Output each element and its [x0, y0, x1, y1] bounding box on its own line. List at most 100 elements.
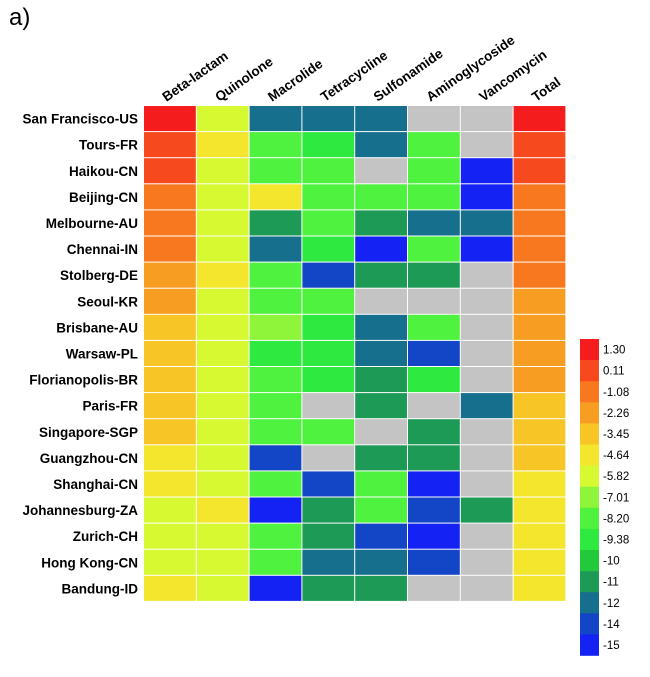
heatmap-cell-florianopolis-br-quinolone	[196, 367, 249, 393]
heatmap-cell-seoul-kr-sulfonamide	[355, 288, 407, 314]
legend-tick-label-13: -14	[603, 619, 620, 631]
row-labels: San Francisco-US Tours-FR Haikou-CN Beijing…	[22, 112, 138, 597]
heatmap-cell-hong-kong-cn-total	[513, 549, 566, 575]
legend-swatch-4	[580, 423, 599, 445]
legend-swatch-9	[580, 528, 599, 551]
heatmap-cell-singapore-sgp-aminoglycoside	[408, 419, 460, 445]
legend-tick-label-0: 1.30	[603, 345, 625, 357]
heatmap-cell-guangzhou-cn-vancomycin	[460, 445, 513, 471]
legend-swatch-12	[580, 592, 599, 614]
heatmap-cell-melbourne-au-quinolone	[196, 210, 249, 236]
heatmap-cell-seoul-kr-total	[513, 288, 566, 314]
heatmap-cell-tours-fr-tetracycline	[302, 132, 355, 158]
heatmap-cell-beijing-cn-vancomycin	[460, 184, 513, 210]
heatmap-cell-chennai-in-beta-lactam	[144, 236, 196, 262]
heatmap-cell-zurich-ch-quinolone	[196, 523, 249, 549]
heatmap-cell-paris-fr-total	[513, 393, 566, 419]
heatmap-cell-chennai-in-total	[513, 236, 566, 262]
heatmap-cell-johannesburg-za-sulfonamide	[355, 497, 407, 523]
heatmap-cell-zurich-ch-aminoglycoside	[408, 523, 460, 549]
heatmap-cell-johannesburg-za-aminoglycoside	[408, 497, 460, 523]
heatmap-cell-paris-fr-aminoglycoside	[408, 393, 460, 419]
heatmap-cell-johannesburg-za-tetracycline	[302, 497, 355, 523]
heatmap-cell-chennai-in-aminoglycoside	[408, 236, 460, 262]
column-label-aminoglycoside: Aminoglycoside	[424, 32, 518, 104]
heatmap-cell-florianopolis-br-total	[513, 367, 566, 393]
heatmap-cell-melbourne-au-beta-lactam	[144, 210, 196, 236]
heatmap-cell-san-francisco-us-tetracycline	[302, 106, 355, 132]
heatmap-cell-haikou-cn-quinolone	[196, 158, 249, 184]
heatmap-cell-brisbane-au-beta-lactam	[144, 314, 196, 340]
row-label-hong-kong-cn: Hong Kong-CN	[41, 555, 138, 570]
heatmap-cell-san-francisco-us-total	[513, 106, 566, 132]
heatmap-cell-singapore-sgp-total	[513, 419, 566, 445]
row-label-melbourne-au: Melbourne-AU	[46, 216, 138, 231]
heatmap-cell-tours-fr-beta-lactam	[144, 132, 196, 158]
heatmap-cell-stolberg-de-quinolone	[196, 262, 249, 288]
legend-swatch-7	[580, 486, 599, 509]
heatmap-cell-shanghai-cn-aminoglycoside	[408, 471, 460, 497]
heatmap-cell-zurich-ch-beta-lactam	[144, 523, 196, 549]
heatmap-cell-seoul-kr-quinolone	[196, 288, 249, 314]
heatmap-cell-beijing-cn-quinolone	[196, 184, 249, 210]
heatmap-cell-florianopolis-br-macrolide	[249, 367, 302, 393]
heatmap-cell-melbourne-au-tetracycline	[302, 210, 355, 236]
heatmap-cell-guangzhou-cn-beta-lactam	[144, 445, 196, 471]
heatmap-cell-florianopolis-br-tetracycline	[302, 367, 355, 393]
heatmap-cell-bandung-id-vancomycin	[460, 575, 513, 601]
heatmap-cell-hong-kong-cn-sulfonamide	[355, 549, 407, 575]
row-label-warsaw-pl: Warsaw-PL	[66, 346, 138, 361]
heatmap-cell-guangzhou-cn-total	[513, 445, 566, 471]
heatmap-cell-san-francisco-us-sulfonamide	[355, 106, 407, 132]
legend-tick-label-4: -3.45	[603, 429, 629, 441]
row-label-stolberg-de: Stolberg-DE	[60, 268, 138, 283]
heatmap-cell-singapore-sgp-macrolide	[249, 419, 302, 445]
heatmap-cell-beijing-cn-macrolide	[249, 184, 302, 210]
heatmap-cell-brisbane-au-aminoglycoside	[408, 314, 460, 340]
legend-tick-label-12: -12	[603, 598, 620, 610]
heatmap-cell-warsaw-pl-beta-lactam	[144, 340, 196, 366]
heatmap-cell-chennai-in-macrolide	[249, 236, 302, 262]
heatmap-cell-florianopolis-br-sulfonamide	[355, 367, 407, 393]
heatmap-cell-san-francisco-us-beta-lactam	[144, 106, 196, 132]
heatmap-cell-stolberg-de-macrolide	[249, 262, 302, 288]
heatmap-cell-tours-fr-vancomycin	[460, 132, 513, 158]
heatmap-cell-hong-kong-cn-tetracycline	[302, 549, 355, 575]
heatmap-cell-johannesburg-za-quinolone	[196, 497, 249, 523]
heatmap-cell-shanghai-cn-quinolone	[196, 471, 249, 497]
heatmap-cell-johannesburg-za-total	[513, 497, 566, 523]
heatmap-cell-singapore-sgp-tetracycline	[302, 419, 355, 445]
row-label-florianopolis-br: Florianopolis-BR	[29, 373, 138, 388]
row-label-johannesburg-za: Johannesburg-ZA	[22, 503, 138, 518]
heatmap-cell-haikou-cn-total	[513, 158, 566, 184]
row-label-san-francisco-us: San Francisco-US	[22, 112, 138, 127]
heatmap-cells	[144, 106, 566, 601]
heatmap-cell-brisbane-au-quinolone	[196, 314, 249, 340]
row-label-bandung-id: Bandung-ID	[62, 581, 139, 596]
heatmap-cell-zurich-ch-macrolide	[249, 523, 302, 549]
heatmap-cell-seoul-kr-macrolide	[249, 288, 302, 314]
heatmap-cell-hong-kong-cn-beta-lactam	[144, 549, 196, 575]
heatmap-cell-zurich-ch-total	[513, 523, 566, 549]
heatmap-cell-bandung-id-total	[513, 575, 566, 601]
heatmap-cell-stolberg-de-tetracycline	[302, 262, 355, 288]
heatmap-cell-guangzhou-cn-aminoglycoside	[408, 445, 460, 471]
heatmap-cell-johannesburg-za-beta-lactam	[144, 497, 196, 523]
heatmap-cell-warsaw-pl-sulfonamide	[355, 340, 407, 366]
legend-tick-label-7: -7.01	[603, 492, 629, 504]
heatmap-cell-brisbane-au-tetracycline	[302, 314, 355, 340]
heatmap-cell-beijing-cn-total	[513, 184, 566, 210]
heatmap-cell-paris-fr-beta-lactam	[144, 393, 196, 419]
heatmap-cell-warsaw-pl-aminoglycoside	[408, 340, 460, 366]
heatmap-cell-zurich-ch-sulfonamide	[355, 523, 407, 549]
legend-tick-label-14: -15	[603, 640, 620, 652]
heatmap-cell-shanghai-cn-sulfonamide	[355, 471, 407, 497]
heatmap-cell-bandung-id-macrolide	[249, 575, 302, 601]
heatmap-cell-bandung-id-tetracycline	[302, 575, 355, 601]
heatmap-cell-zurich-ch-tetracycline	[302, 523, 355, 549]
legend-swatch-14	[580, 634, 599, 656]
heatmap-cell-stolberg-de-vancomycin	[460, 262, 513, 288]
heatmap-cell-guangzhou-cn-sulfonamide	[355, 445, 407, 471]
